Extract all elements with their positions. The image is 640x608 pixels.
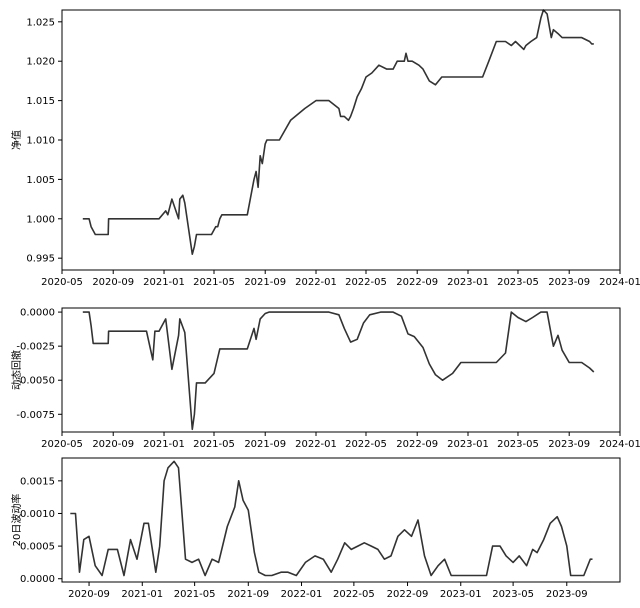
x-tick-label: 2021-09 [244,277,286,288]
y-tick-label: -0.0050 [16,376,55,387]
x-tick-label: 2022-01 [281,589,323,600]
x-tick-label: 2020-09 [92,439,134,450]
x-tick-label: 2023-05 [497,277,539,288]
y-tick-label: 0.0000 [20,308,55,319]
chart-panel-2: 2020-05 2020-09 2021-01 2021-05 2021-09 2022-… [10,307,640,450]
x-tick-label: 2023-05 [497,439,539,450]
x-tick-label: 2020-05 [41,439,83,450]
y-tick-label: 0.0015 [20,476,55,487]
y-tick-label: 1.010 [26,136,55,147]
x-tick-label: 2022-09 [387,589,429,600]
x-tick-label: 2022-01 [295,439,337,450]
x-tick-label: 2021-01 [143,439,185,450]
x-tick-label: 2024-01 [599,277,640,288]
x-tick-label: 2021-01 [121,589,163,600]
y-tick-label: 0.0005 [20,542,55,553]
x-tick-label: 2023-01 [440,589,482,600]
y-tick-label: 1.000 [26,214,55,225]
x-tick-label: 2024-01 [599,439,640,450]
plot-frame [61,307,621,433]
x-tick-label: 2022-01 [295,277,337,288]
y-tick-label: 0.995 [26,254,55,265]
x-tick-label: 2022-09 [396,439,438,450]
plot-frame [61,457,621,583]
x-tick-label: 2021-05 [193,439,235,450]
x-tick-label: 2020-09 [68,589,110,600]
y-tick-label: -0.0075 [16,410,55,421]
x-tick-label: 2023-09 [548,439,590,450]
x-tick-label: 2023-09 [548,277,590,288]
y-tick-label: 0.0000 [20,574,55,585]
x-tick-label: 2021-09 [244,439,286,450]
x-tick-label: 2023-01 [447,439,489,450]
y-tick-label: 1.025 [26,17,55,28]
chart-panel-1: 2020-05 2020-09 2021-01 2021-05 2021-09 2022-… [10,9,640,288]
x-tick-label: 2022-09 [396,277,438,288]
y-tick-label: 1.020 [26,57,55,68]
y-tick-label: -0.0025 [16,342,55,353]
x-tick-label: 2022-05 [345,277,387,288]
x-tick-label: 2020-09 [92,277,134,288]
series-line-1-1 [82,9,594,255]
series-line-3-1 [70,460,593,577]
chart-panel-3: 2020-09 2021-01 2021-05 2021-09 2022-01 2022-… [10,457,621,600]
x-tick-label: 2023-05 [492,589,534,600]
x-tick-label: 2021-01 [143,277,185,288]
y-axis-label: 净值 [10,130,23,150]
x-tick-label: 2021-05 [174,589,216,600]
x-tick-label: 2021-09 [227,589,269,600]
x-tick-label: 2023-01 [447,277,489,288]
y-axis-label: 20日波动率 [10,494,23,547]
x-tick-label: 2020-05 [41,277,83,288]
y-tick-label: 0.0010 [20,509,55,520]
plot-frame [61,9,621,271]
series-line-2-1 [82,311,595,431]
y-tick-label: 1.005 [26,175,55,186]
x-tick-label: 2023-09 [546,589,588,600]
y-tick-label: 1.015 [26,96,55,107]
x-tick-label: 2021-05 [193,277,235,288]
x-tick-label: 2022-05 [333,589,375,600]
y-axis-label: 动态回撤 [10,350,23,390]
x-tick-label: 2022-05 [345,439,387,450]
